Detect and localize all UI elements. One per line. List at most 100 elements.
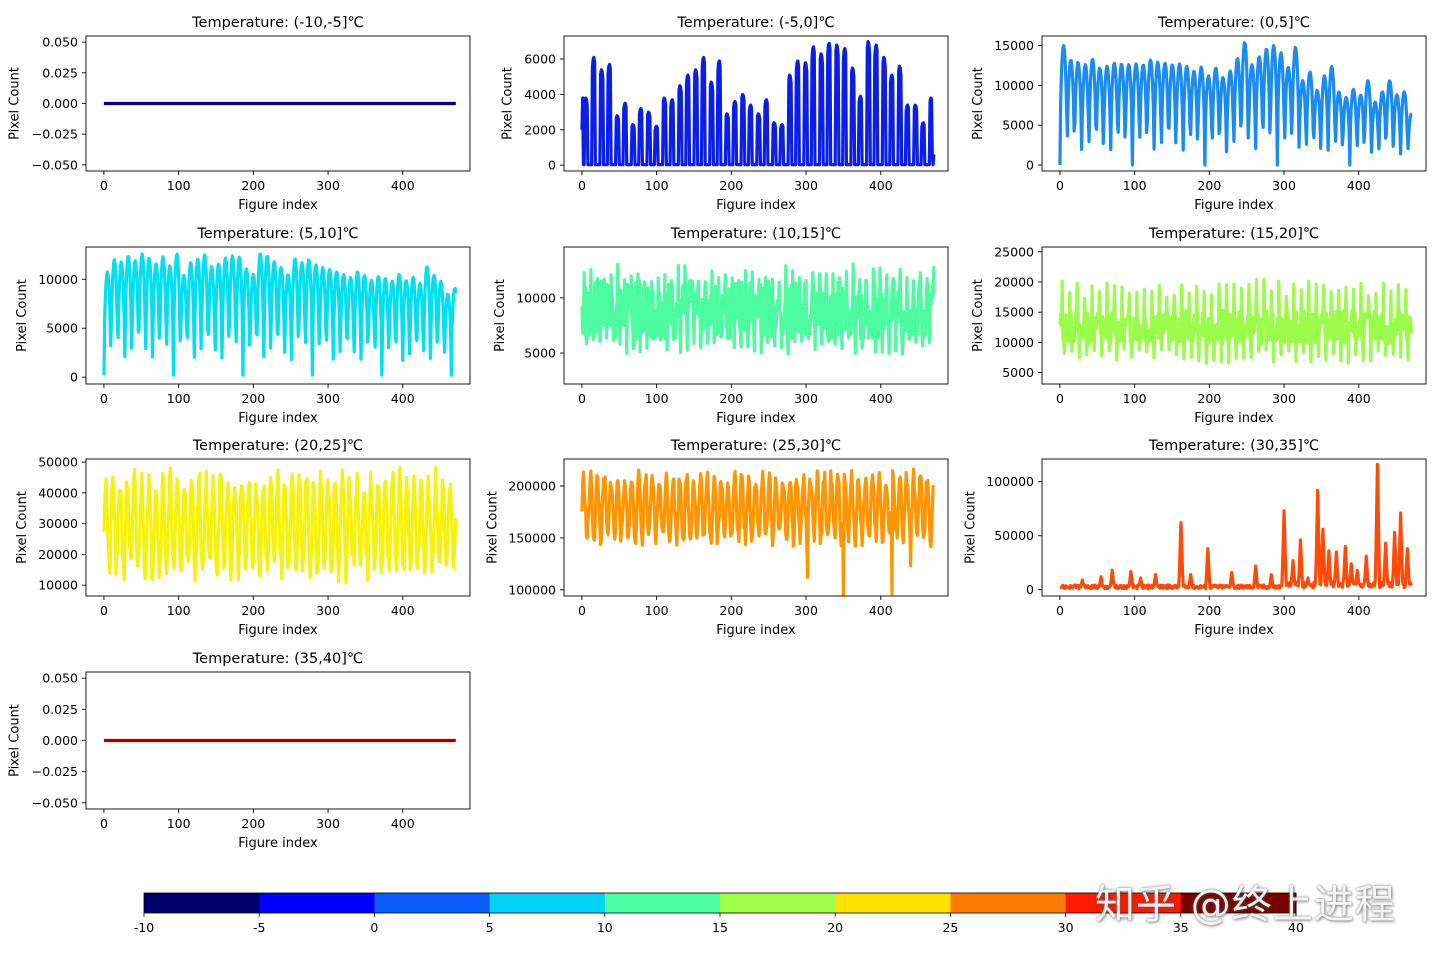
x-tick-label: 300 xyxy=(316,178,340,193)
colorbar-tick-label: 25 xyxy=(942,920,958,935)
x-tick-label: 400 xyxy=(391,816,415,831)
x-tick-label: 300 xyxy=(316,391,340,406)
x-tick-label: 400 xyxy=(869,391,893,406)
x-tick-label: 0 xyxy=(1056,391,1064,406)
x-axis-label: Figure index xyxy=(716,411,796,426)
data-series-line xyxy=(102,465,458,585)
x-axis-label: Figure index xyxy=(716,623,796,638)
x-tick-label: 300 xyxy=(316,816,340,831)
colorbar-tick-label: 10 xyxy=(597,920,613,935)
y-tick-label: 5000 xyxy=(46,321,78,336)
data-series-line xyxy=(580,467,936,596)
x-tick-label: 100 xyxy=(645,391,669,406)
x-tick-label: 200 xyxy=(241,391,265,406)
x-tick-label: 400 xyxy=(869,603,893,618)
y-tick-label: 6000 xyxy=(524,52,556,67)
y-axis-label: Pixel Count xyxy=(7,704,22,777)
subplot-title: Temperature: (10,15]℃ xyxy=(670,226,841,242)
axes-frame xyxy=(1041,246,1427,385)
subplot-title: Temperature: (0,5]℃ xyxy=(1157,15,1310,31)
y-tick-label: 0 xyxy=(1026,158,1034,173)
axes-frame xyxy=(1041,35,1427,172)
x-tick-label: 400 xyxy=(391,603,415,618)
y-axis-label: Pixel Count xyxy=(963,491,978,564)
x-tick-label: 100 xyxy=(1123,178,1147,193)
x-tick-label: 200 xyxy=(1197,391,1221,406)
y-tick-label: −0.050 xyxy=(32,157,78,172)
colorbar-tick-label: 5 xyxy=(486,920,494,935)
y-tick-label: 50000 xyxy=(994,528,1034,543)
subplot-title: Temperature: (15,20]℃ xyxy=(1148,226,1319,242)
axes-frame xyxy=(563,458,949,597)
x-tick-label: 200 xyxy=(1197,603,1221,618)
y-tick-label: −0.025 xyxy=(32,127,78,142)
x-axis-label: Figure index xyxy=(238,836,318,851)
y-axis-label: Pixel Count xyxy=(15,279,30,352)
x-tick-label: 200 xyxy=(719,178,743,193)
data-series-line xyxy=(1059,462,1414,591)
y-axis-label: Pixel Count xyxy=(971,279,986,352)
colorbar-tick-label: 15 xyxy=(712,920,728,935)
colorbar-segment xyxy=(720,893,836,913)
y-axis-label: Pixel Count xyxy=(7,67,22,140)
y-tick-label: 50000 xyxy=(38,455,78,470)
y-tick-label: 0.000 xyxy=(42,733,78,748)
watermark: 知乎 @终上进程 xyxy=(1095,882,1396,928)
x-tick-label: 300 xyxy=(794,178,818,193)
colorbar-segment xyxy=(144,893,260,913)
axes-frame xyxy=(563,246,949,385)
subplot-title: Temperature: (20,25]℃ xyxy=(192,438,363,454)
x-tick-label: 400 xyxy=(1347,603,1371,618)
data-series-line xyxy=(580,262,936,356)
subplot-title: Temperature: (-10,-5]℃ xyxy=(191,15,364,31)
x-axis-label: Figure index xyxy=(1194,198,1274,213)
data-series-line xyxy=(1058,277,1414,365)
x-axis-label: Figure index xyxy=(238,411,318,426)
x-axis-label: Figure index xyxy=(238,198,318,213)
y-tick-label: −0.025 xyxy=(32,764,78,779)
x-tick-label: 200 xyxy=(241,178,265,193)
y-tick-label: 40000 xyxy=(38,485,78,500)
subplot-title: Temperature: (-5,0]℃ xyxy=(676,15,834,31)
x-tick-label: 0 xyxy=(578,603,586,618)
x-tick-label: 100 xyxy=(167,391,191,406)
y-tick-label: 100000 xyxy=(508,582,556,597)
x-tick-label: 300 xyxy=(794,603,818,618)
subplot-10: Temperature: (35,40]℃ 0 100 200 300 400 −0.050… xyxy=(7,651,471,851)
y-axis-label: Pixel Count xyxy=(971,67,986,140)
x-tick-label: 400 xyxy=(391,391,415,406)
axes-frame xyxy=(85,246,471,385)
data-series-line xyxy=(102,252,458,377)
y-tick-label: 0 xyxy=(70,370,78,385)
x-tick-label: 100 xyxy=(167,178,191,193)
y-tick-label: 4000 xyxy=(524,87,556,102)
x-tick-label: 100 xyxy=(167,603,191,618)
data-series-line xyxy=(580,39,936,167)
y-tick-label: 5000 xyxy=(1002,365,1034,380)
x-tick-label: 200 xyxy=(719,603,743,618)
y-tick-label: 100000 xyxy=(986,474,1034,489)
x-tick-label: 300 xyxy=(794,391,818,406)
subplot-5: Temperature: (10,15]℃ 0 100 200 300 400 5000 10… xyxy=(493,226,949,426)
subplot-title: Temperature: (25,30]℃ xyxy=(670,438,841,454)
x-tick-label: 0 xyxy=(578,178,586,193)
subplot-4: Temperature: (5,10]℃ 0 100 200 300 400 0 5000 10… xyxy=(15,226,471,426)
colorbar-segment xyxy=(950,893,1067,913)
x-tick-label: 300 xyxy=(1272,391,1296,406)
x-tick-label: 200 xyxy=(241,816,265,831)
y-tick-label: 20000 xyxy=(994,275,1034,290)
axes-frame xyxy=(85,458,471,597)
y-tick-label: 2000 xyxy=(524,122,556,137)
x-tick-label: 200 xyxy=(719,391,743,406)
x-tick-label: 0 xyxy=(100,603,108,618)
y-tick-label: 10000 xyxy=(38,272,78,287)
y-tick-label: −0.050 xyxy=(32,795,78,810)
x-tick-label: 0 xyxy=(1056,603,1064,618)
x-tick-label: 400 xyxy=(869,178,893,193)
colorbar-segment xyxy=(1065,893,1182,913)
subplot-1: Temperature: (-10,-5]℃ 0 100 200 300 400 −0.05… xyxy=(7,15,471,213)
x-tick-label: 200 xyxy=(241,603,265,618)
axes-frame xyxy=(563,35,949,172)
y-tick-label: 10000 xyxy=(516,290,556,305)
